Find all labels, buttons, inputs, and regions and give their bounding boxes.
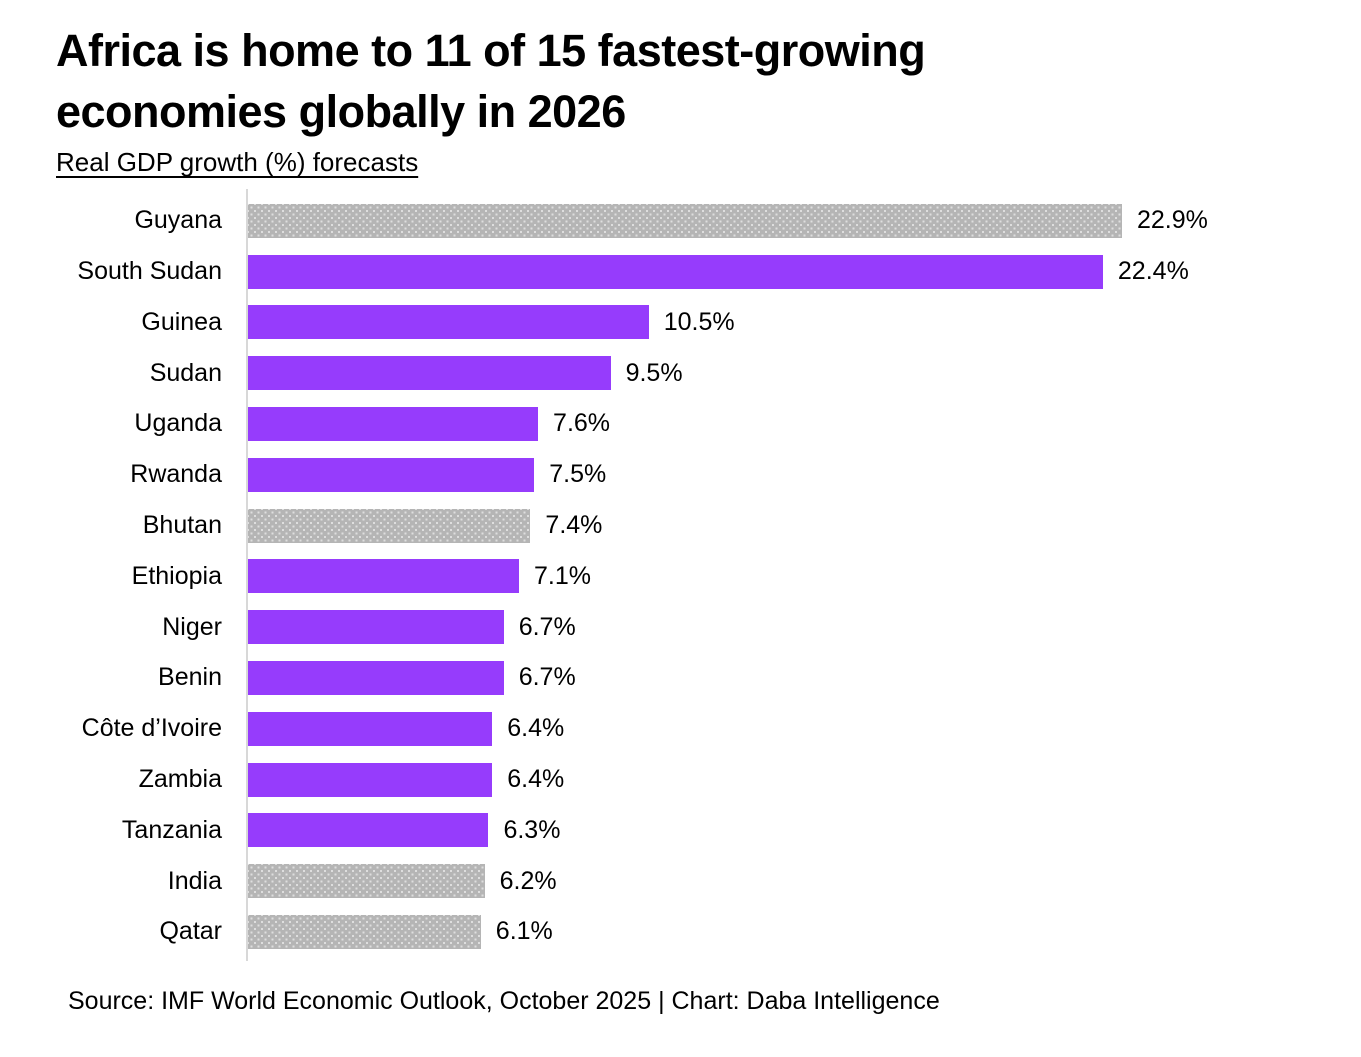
value-label: 6.4% — [507, 765, 565, 794]
bar-africa — [248, 813, 489, 848]
bar-row: Qatar 6.1% — [0, 907, 1361, 958]
category-label: Sudan — [149, 358, 222, 387]
bar-area: 6.4% — [248, 711, 1361, 746]
chart-rows: Guyana 22.9% South Sudan 22.4% Guinea 10.5% Su… — [0, 195, 1361, 957]
bar-africa — [248, 610, 504, 645]
value-label: 7.5% — [549, 460, 607, 489]
title-line-2: economies globally in 2026 — [56, 86, 626, 138]
category-label: South Sudan — [77, 257, 222, 286]
bar-africa — [248, 457, 535, 492]
bar-area: 22.9% — [248, 203, 1361, 238]
chart-title: Africa is home to 11 of 15 fastest-growi… — [56, 20, 1321, 142]
value-label: 6.3% — [503, 815, 561, 844]
value-label: 22.4% — [1117, 257, 1189, 286]
y-axis-line — [246, 189, 248, 962]
chart-subtitle: Real GDP growth (%) forecasts — [56, 147, 419, 178]
bar-non-africa — [248, 914, 481, 949]
bar-row: Guinea 10.5% — [0, 297, 1361, 348]
value-label: 7.6% — [553, 409, 611, 438]
bar-africa — [248, 406, 539, 441]
category-label: Rwanda — [130, 460, 222, 489]
bar-row: Rwanda 7.5% — [0, 449, 1361, 500]
category-label: Guinea — [141, 307, 222, 336]
bar-africa — [248, 559, 519, 594]
category-label: Zambia — [138, 765, 222, 794]
bar-row: Zambia 6.4% — [0, 754, 1361, 805]
bar-africa — [248, 660, 504, 695]
bar-row: Côte d’Ivoire 6.4% — [0, 703, 1361, 754]
bar-non-africa — [248, 864, 485, 899]
bar-area: 6.4% — [248, 762, 1361, 797]
bar-area: 7.4% — [248, 508, 1361, 543]
chart-page: Africa is home to 11 of 15 fastest-growi… — [0, 20, 1361, 1016]
bar-area: 6.7% — [248, 610, 1361, 645]
bar-africa — [248, 711, 493, 746]
bar-row: Ethiopia 7.1% — [0, 551, 1361, 602]
bar-row: Niger 6.7% — [0, 602, 1361, 653]
bar-area: 7.6% — [248, 406, 1361, 441]
value-label: 9.5% — [625, 358, 683, 387]
category-label: Tanzania — [121, 815, 222, 844]
value-label: 6.7% — [518, 612, 576, 641]
category-label: Uganda — [134, 409, 222, 438]
title-line-1: Africa is home to 11 of 15 fastest-growi… — [56, 25, 926, 76]
value-label: 6.4% — [507, 714, 565, 743]
bar-row: Benin 6.7% — [0, 653, 1361, 704]
value-label: 7.4% — [545, 511, 603, 540]
bar-area: 6.1% — [248, 914, 1361, 949]
bar-area: 9.5% — [248, 356, 1361, 391]
category-label: Guyana — [134, 206, 222, 235]
category-label: Ethiopia — [131, 561, 222, 590]
value-label: 10.5% — [663, 307, 735, 336]
bar-row: Bhutan 7.4% — [0, 500, 1361, 551]
bar-row: Sudan 9.5% — [0, 348, 1361, 399]
bar-row: Tanzania 6.3% — [0, 805, 1361, 856]
category-label: Niger — [162, 612, 222, 641]
bar-africa — [248, 356, 611, 391]
bar-area: 6.2% — [248, 864, 1361, 899]
value-label: 6.7% — [518, 663, 576, 692]
bar-area: 7.1% — [248, 559, 1361, 594]
bar-africa — [248, 254, 1103, 289]
bar-area: 6.3% — [248, 813, 1361, 848]
category-label: Qatar — [159, 917, 222, 946]
bar-area: 6.7% — [248, 660, 1361, 695]
bar-row: Guyana 22.9% — [0, 195, 1361, 246]
bar-row: South Sudan 22.4% — [0, 246, 1361, 297]
category-label: India — [167, 866, 222, 895]
value-label: 7.1% — [533, 561, 591, 590]
bar-area: 7.5% — [248, 457, 1361, 492]
bar-row: Uganda 7.6% — [0, 399, 1361, 450]
bar-non-africa — [248, 508, 531, 543]
value-label: 6.1% — [495, 917, 553, 946]
category-label: Côte d’Ivoire — [81, 714, 222, 743]
category-label: Bhutan — [142, 511, 222, 540]
bar-africa — [248, 762, 493, 797]
bar-chart: Guyana 22.9% South Sudan 22.4% Guinea 10.5% Su… — [0, 189, 1361, 962]
bar-non-africa — [248, 203, 1122, 238]
category-label: Benin — [158, 663, 222, 692]
value-label: 6.2% — [499, 866, 557, 895]
bar-africa — [248, 305, 649, 340]
value-label: 22.9% — [1137, 206, 1208, 235]
source-credit: Source: IMF World Economic Outlook, Octo… — [68, 987, 940, 1016]
bar-area: 10.5% — [248, 305, 1361, 340]
bar-row: India 6.2% — [0, 856, 1361, 907]
bar-area: 22.4% — [248, 254, 1361, 289]
